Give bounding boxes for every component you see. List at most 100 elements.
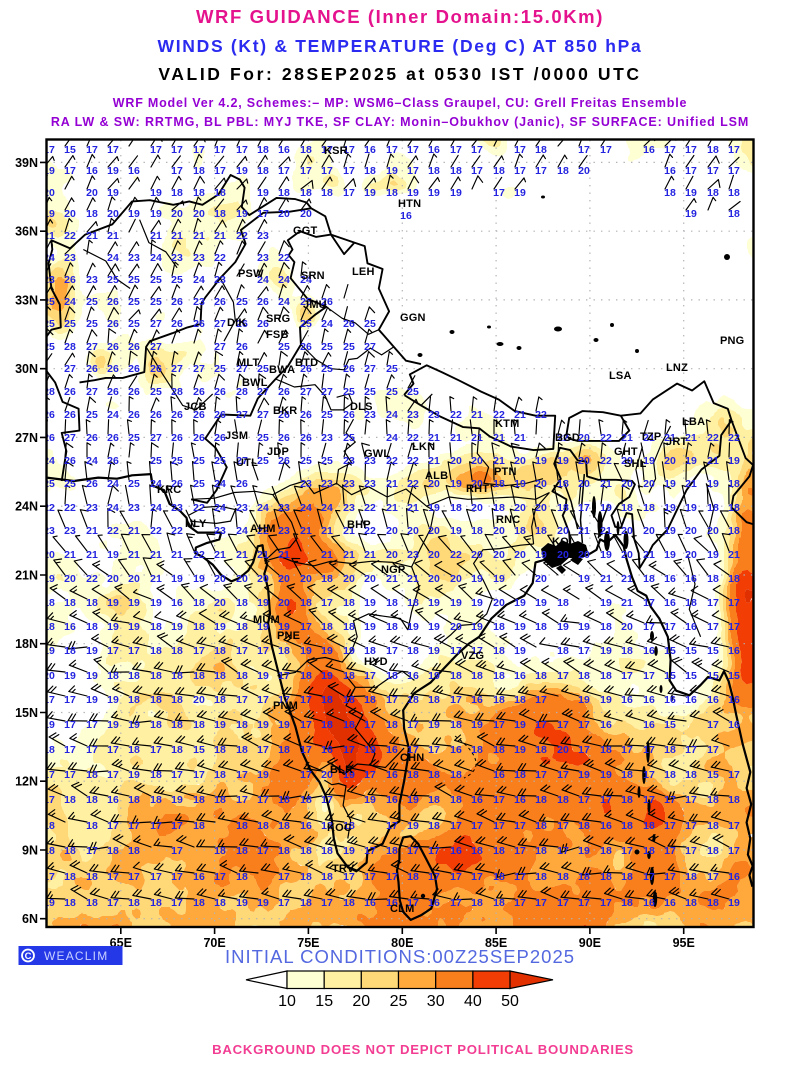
svg-text:20: 20 <box>86 187 98 199</box>
svg-text:22: 22 <box>450 409 462 421</box>
svg-text:20: 20 <box>578 165 590 177</box>
svg-text:26: 26 <box>107 296 119 308</box>
svg-text:25: 25 <box>257 455 269 467</box>
svg-text:18: 18 <box>535 144 547 156</box>
svg-text:21: 21 <box>128 549 140 561</box>
svg-text:JDP: JDP <box>267 446 289 458</box>
svg-text:17: 17 <box>557 820 569 832</box>
svg-text:70E: 70E <box>203 936 225 950</box>
svg-text:18: 18 <box>685 597 697 609</box>
svg-text:17: 17 <box>471 820 483 832</box>
svg-text:20: 20 <box>107 573 119 585</box>
svg-text:18: 18 <box>621 897 633 909</box>
svg-text:18: 18 <box>450 769 462 781</box>
svg-text:20: 20 <box>128 573 140 585</box>
svg-text:21: 21 <box>107 230 119 242</box>
svg-text:26: 26 <box>128 363 140 375</box>
svg-text:21: 21 <box>407 502 419 514</box>
svg-text:19: 19 <box>557 621 569 633</box>
svg-text:18: 18 <box>300 871 312 883</box>
svg-text:18: 18 <box>300 794 312 806</box>
svg-text:17: 17 <box>643 670 655 682</box>
svg-text:17: 17 <box>407 165 419 177</box>
svg-text:17: 17 <box>43 694 55 706</box>
svg-text:19: 19 <box>364 597 376 609</box>
svg-text:25: 25 <box>43 296 55 308</box>
svg-text:17: 17 <box>728 820 740 832</box>
svg-text:18: 18 <box>214 769 226 781</box>
svg-text:17: 17 <box>128 871 140 883</box>
svg-text:19: 19 <box>428 187 440 199</box>
svg-text:17: 17 <box>386 645 398 657</box>
svg-text:25: 25 <box>150 386 162 398</box>
svg-text:26: 26 <box>300 363 312 375</box>
svg-text:17: 17 <box>257 744 269 756</box>
svg-text:19: 19 <box>600 769 612 781</box>
svg-text:22: 22 <box>86 573 98 585</box>
svg-text:18: 18 <box>493 670 505 682</box>
svg-text:17: 17 <box>664 794 676 806</box>
svg-text:27: 27 <box>236 455 248 467</box>
svg-text:23: 23 <box>43 525 55 537</box>
svg-text:18: 18 <box>64 645 76 657</box>
svg-text:26: 26 <box>171 409 183 421</box>
svg-text:20: 20 <box>621 621 633 633</box>
svg-text:17: 17 <box>236 794 248 806</box>
svg-text:15: 15 <box>728 670 740 682</box>
svg-text:26: 26 <box>86 363 98 375</box>
svg-text:21: 21 <box>428 432 440 444</box>
svg-text:18: 18 <box>557 794 569 806</box>
svg-text:17: 17 <box>278 165 290 177</box>
svg-text:23: 23 <box>193 252 205 264</box>
svg-text:22: 22 <box>171 525 183 537</box>
svg-text:19: 19 <box>236 208 248 220</box>
svg-text:VZG: VZG <box>461 650 484 662</box>
svg-text:17: 17 <box>257 645 269 657</box>
svg-text:23: 23 <box>364 478 376 490</box>
svg-text:18: 18 <box>664 769 676 781</box>
svg-text:25: 25 <box>321 363 333 375</box>
svg-text:19: 19 <box>193 573 205 585</box>
svg-text:19: 19 <box>107 549 119 561</box>
svg-text:28: 28 <box>236 386 248 398</box>
svg-text:26: 26 <box>193 409 205 421</box>
svg-text:MLT: MLT <box>237 357 259 369</box>
svg-text:17: 17 <box>43 794 55 806</box>
svg-text:20: 20 <box>64 573 76 585</box>
svg-text:50: 50 <box>501 993 519 1010</box>
svg-text:18: 18 <box>171 719 183 731</box>
svg-text:21: 21 <box>171 549 183 561</box>
svg-text:18: 18 <box>43 621 55 633</box>
svg-text:22: 22 <box>493 409 505 421</box>
svg-text:25: 25 <box>364 318 376 330</box>
svg-text:RA LW & SW: RRTMG, BL PBL: MYJ: RA LW & SW: RRTMG, BL PBL: MYJ TKE, SF C… <box>51 115 749 129</box>
svg-text:16: 16 <box>278 144 290 156</box>
svg-text:18: 18 <box>493 502 505 514</box>
svg-text:17: 17 <box>107 897 119 909</box>
svg-text:16: 16 <box>471 694 483 706</box>
svg-text:24: 24 <box>64 296 76 308</box>
svg-text:17: 17 <box>535 165 547 177</box>
svg-text:18: 18 <box>450 165 462 177</box>
svg-text:16: 16 <box>450 845 462 857</box>
svg-text:18: 18 <box>386 719 398 731</box>
svg-text:17: 17 <box>643 794 655 806</box>
svg-text:17: 17 <box>321 794 333 806</box>
svg-text:23: 23 <box>300 478 312 490</box>
svg-text:18: 18 <box>321 573 333 585</box>
svg-text:22: 22 <box>728 432 740 444</box>
svg-text:17: 17 <box>386 144 398 156</box>
svg-text:17: 17 <box>343 744 355 756</box>
svg-text:26: 26 <box>128 341 140 353</box>
svg-text:17: 17 <box>535 897 547 909</box>
svg-text:SRG: SRG <box>266 313 290 325</box>
svg-text:21: 21 <box>728 549 740 561</box>
svg-text:17: 17 <box>214 871 226 883</box>
svg-text:30N: 30N <box>15 362 38 376</box>
svg-text:25: 25 <box>150 455 162 467</box>
svg-text:20: 20 <box>450 455 462 467</box>
svg-text:21: 21 <box>514 432 526 444</box>
svg-text:22: 22 <box>150 525 162 537</box>
svg-text:25: 25 <box>386 363 398 375</box>
svg-text:17: 17 <box>643 597 655 609</box>
